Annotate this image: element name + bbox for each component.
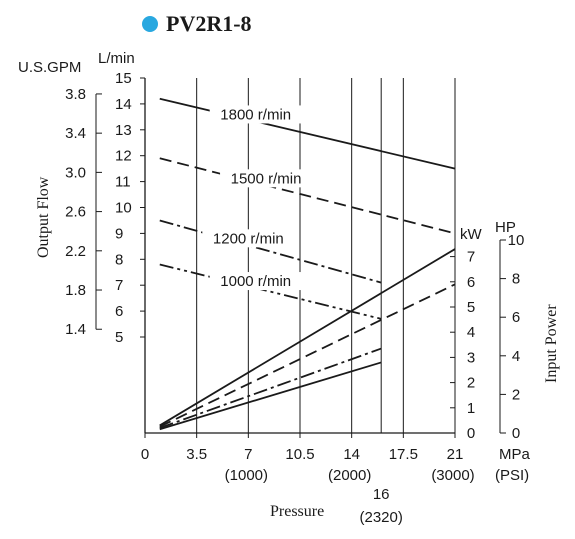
power-line [159, 361, 382, 431]
x-tick-label: 17.5 [389, 446, 418, 463]
rpm-label: 1800 r/min [220, 106, 291, 123]
x-unit-mpa: MPa [499, 446, 531, 463]
y-kw-unit: kW [460, 226, 483, 243]
flow-tick-label: 8 [115, 251, 123, 268]
x-unit-psi: (PSI) [495, 467, 529, 484]
rpm-label-bg [209, 105, 302, 124]
flow-tick-label: 12 [115, 148, 132, 165]
gpm-tick-label: 2.2 [65, 243, 86, 260]
flow-line [159, 263, 382, 320]
flow-tick-label: 13 [115, 122, 132, 139]
gpm-tick-label: 3.8 [65, 86, 86, 103]
flow-tick-label: 10 [115, 200, 132, 217]
gpm-tick-label: 3.4 [65, 125, 86, 142]
flow-tick-label: 7 [115, 277, 123, 294]
y-gpm-unit: U.S.GPM [18, 59, 81, 76]
x-extra-psi-label: (2320) [360, 509, 403, 526]
x-tick-label: 3.5 [186, 446, 207, 463]
x-extra-tick-label: 16 [373, 486, 390, 503]
hp-tick-label: 4 [512, 348, 520, 365]
kw-tick-label: 6 [467, 274, 475, 291]
flow-line [159, 219, 382, 284]
chart-title: PV2R1-8 [166, 11, 252, 36]
power-line [159, 347, 382, 429]
power-line [159, 283, 456, 428]
hp-tick-label: 6 [512, 309, 520, 326]
kw-tick-label: 0 [467, 425, 475, 442]
labels: 0 3.5 7 10.5 14 17.5 21(1000) (2000) (3000)16(23… [65, 70, 524, 526]
flow-tick-label: 15 [115, 70, 132, 87]
y-left-label: Output Flow [35, 176, 52, 258]
rpm-label-bg [202, 229, 295, 248]
gpm-tick-label: 2.6 [65, 204, 86, 221]
rpm-label: 1000 r/min [220, 273, 291, 290]
kw-tick-label: 2 [467, 375, 475, 392]
kw-tick-label: 7 [467, 249, 475, 266]
x-tick-label: 21 [447, 446, 464, 463]
rpm-label: 1500 r/min [231, 170, 302, 187]
x-psi-tick-label: (2000) [328, 467, 371, 484]
flow-line [159, 157, 456, 235]
gpm-tick-label: 3.0 [65, 164, 86, 181]
rpm-label-bg [220, 169, 313, 188]
series [159, 97, 456, 431]
flow-tick-label: 9 [115, 225, 123, 242]
x-axis-label: Pressure [270, 503, 324, 520]
hp-tick-label: 2 [512, 386, 520, 403]
rpm-label: 1200 r/min [213, 230, 284, 247]
gpm-tick-label: 1.8 [65, 282, 86, 299]
title-bullet-icon [142, 16, 158, 32]
flow-tick-label: 11 [115, 174, 131, 191]
x-tick-label: 0 [141, 446, 149, 463]
y-hp-unit: HP [495, 219, 516, 236]
kw-tick-label: 5 [467, 299, 475, 316]
y-right-label: Input Power [543, 304, 560, 383]
gpm-tick-label: 1.4 [65, 321, 86, 338]
grid [196, 78, 456, 433]
flow-tick-label: 14 [115, 96, 132, 113]
kw-tick-label: 4 [467, 324, 475, 341]
axes [95, 77, 506, 438]
hp-tick-label: 8 [512, 271, 520, 288]
kw-tick-label: 1 [467, 400, 475, 417]
x-psi-tick-label: (1000) [225, 467, 268, 484]
x-psi-tick-label: (3000) [431, 467, 474, 484]
kw-tick-label: 3 [467, 349, 475, 366]
x-tick-label: 7 [244, 446, 252, 463]
flow-tick-label: 5 [115, 329, 123, 346]
hp-tick-label: 10 [508, 232, 525, 249]
rpm-label-bg [209, 272, 302, 291]
x-tick-label: 10.5 [285, 446, 314, 463]
flow-line [159, 97, 456, 170]
y-flow-unit: L/min [98, 50, 135, 67]
x-tick-label: 14 [343, 446, 360, 463]
power-line [159, 248, 456, 427]
flow-tick-label: 6 [115, 303, 123, 320]
hp-tick-label: 0 [512, 425, 520, 442]
